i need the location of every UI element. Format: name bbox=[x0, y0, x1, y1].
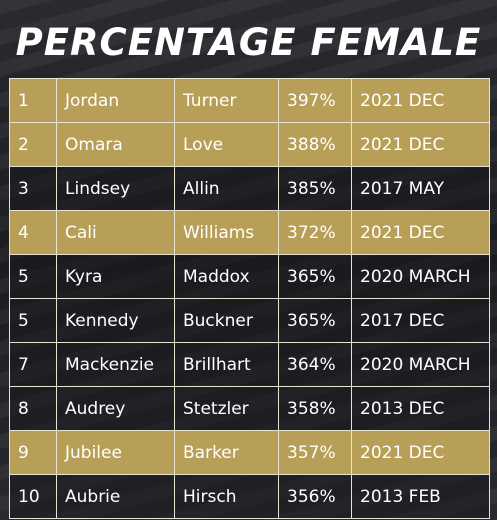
table-row: 10 Aubrie Hirsch 356% 2013 FEB bbox=[9, 474, 490, 519]
table-row: 3 Lindsey Allin 385% 2017 MAY bbox=[9, 166, 490, 211]
date-cell: 2013 DEC bbox=[351, 386, 490, 431]
percentage-cell: 388% bbox=[278, 122, 352, 167]
table-row: 4 Cali Williams 372% 2021 DEC bbox=[9, 210, 490, 255]
table-row: 5 Kennedy Buckner 365% 2017 DEC bbox=[9, 298, 490, 343]
first-name-cell: Jordan bbox=[56, 78, 175, 123]
table-row: 5 Kyra Maddox 365% 2020 MARCH bbox=[9, 254, 490, 299]
date-cell: 2021 DEC bbox=[351, 78, 490, 123]
last-name-cell: Barker bbox=[174, 430, 279, 475]
table-row: 7 Mackenzie Brillhart 364% 2020 MARCH bbox=[9, 342, 490, 387]
rank-cell: 7 bbox=[9, 342, 57, 387]
rank-cell: 4 bbox=[9, 210, 57, 255]
rank-cell: 2 bbox=[9, 122, 57, 167]
date-cell: 2021 DEC bbox=[351, 210, 490, 255]
table-row: 9 Jubilee Barker 357% 2021 DEC bbox=[9, 430, 490, 475]
last-name-cell: Hirsch bbox=[174, 474, 279, 519]
date-cell: 2017 DEC bbox=[351, 298, 490, 343]
first-name-cell: Kennedy bbox=[56, 298, 175, 343]
rank-cell: 1 bbox=[9, 78, 57, 123]
date-cell: 2020 MARCH bbox=[351, 342, 490, 387]
rank-cell: 10 bbox=[9, 474, 57, 519]
date-cell: 2017 MAY bbox=[351, 166, 490, 211]
last-name-cell: Williams bbox=[174, 210, 279, 255]
first-name-cell: Omara bbox=[56, 122, 175, 167]
percentage-cell: 365% bbox=[278, 298, 352, 343]
percentage-cell: 365% bbox=[278, 254, 352, 299]
first-name-cell: Mackenzie bbox=[56, 342, 175, 387]
table-row: 1 Jordan Turner 397% 2021 DEC bbox=[9, 78, 490, 123]
first-name-cell: Jubilee bbox=[56, 430, 175, 475]
percentage-cell: 358% bbox=[278, 386, 352, 431]
table-row: 2 Omara Love 388% 2021 DEC bbox=[9, 122, 490, 167]
date-cell: 2021 DEC bbox=[351, 122, 490, 167]
first-name-cell: Lindsey bbox=[56, 166, 175, 211]
last-name-cell: Allin bbox=[174, 166, 279, 211]
date-cell: 2013 FEB bbox=[351, 474, 490, 519]
last-name-cell: Buckner bbox=[174, 298, 279, 343]
rank-cell: 5 bbox=[9, 298, 57, 343]
first-name-cell: Aubrie bbox=[56, 474, 175, 519]
percentage-cell: 372% bbox=[278, 210, 352, 255]
first-name-cell: Audrey bbox=[56, 386, 175, 431]
percentage-cell: 364% bbox=[278, 342, 352, 387]
date-cell: 2021 DEC bbox=[351, 430, 490, 475]
first-name-cell: Kyra bbox=[56, 254, 175, 299]
last-name-cell: Brillhart bbox=[174, 342, 279, 387]
percentage-cell: 385% bbox=[278, 166, 352, 211]
last-name-cell: Stetzler bbox=[174, 386, 279, 431]
percentage-cell: 356% bbox=[278, 474, 352, 519]
table-row: 8 Audrey Stetzler 358% 2013 DEC bbox=[9, 386, 490, 431]
percentage-cell: 357% bbox=[278, 430, 352, 475]
rank-cell: 3 bbox=[9, 166, 57, 211]
rank-cell: 5 bbox=[9, 254, 57, 299]
first-name-cell: Cali bbox=[56, 210, 175, 255]
percentage-cell: 397% bbox=[278, 78, 352, 123]
last-name-cell: Maddox bbox=[174, 254, 279, 299]
date-cell: 2020 MARCH bbox=[351, 254, 490, 299]
page-title: PERCENTAGE FEMALE bbox=[15, 21, 482, 64]
ranking-table: 1 Jordan Turner 397% 2021 DEC 2 Omara Love 388% 2… bbox=[9, 78, 490, 519]
last-name-cell: Turner bbox=[174, 78, 279, 123]
rank-cell: 9 bbox=[9, 430, 57, 475]
last-name-cell: Love bbox=[174, 122, 279, 167]
rank-cell: 8 bbox=[9, 386, 57, 431]
